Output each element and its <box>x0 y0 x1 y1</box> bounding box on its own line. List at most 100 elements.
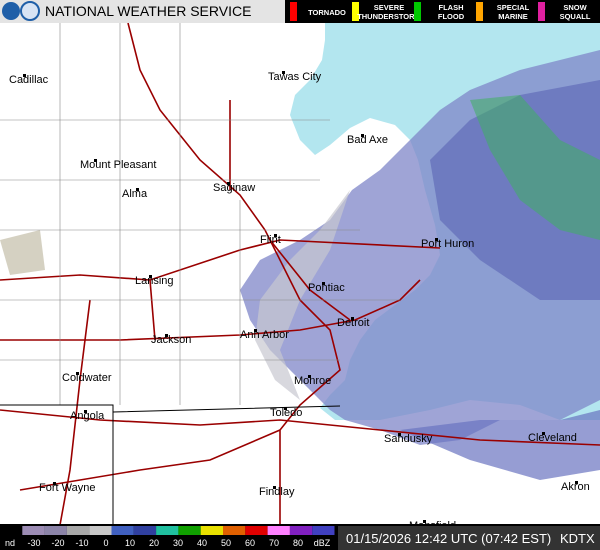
warning-swatch <box>414 2 421 21</box>
warning-swatch <box>476 2 483 21</box>
city-dot <box>542 432 545 435</box>
scale-label: -10 <box>75 538 88 548</box>
city-label: Lansing <box>135 275 174 287</box>
city-dot <box>351 317 354 320</box>
scale-swatch <box>178 526 201 535</box>
city-dot <box>94 159 97 162</box>
city-dot <box>423 520 426 523</box>
scale-label: dBZ <box>314 538 331 548</box>
scale-label: 50 <box>221 538 231 548</box>
city-dot <box>136 188 139 191</box>
city-dot <box>227 182 230 185</box>
city-dot <box>149 275 152 278</box>
city-label: Saginaw <box>213 182 255 194</box>
warning-label: SPECIAL MARINE <box>497 3 530 21</box>
city-dot <box>76 372 79 375</box>
city-dot <box>23 74 26 77</box>
city-label: Findlay <box>259 486 295 498</box>
city-label: Tawas City <box>268 71 322 83</box>
scale-label: 20 <box>149 538 159 548</box>
county-lines <box>0 23 400 525</box>
city-label: Toledo <box>270 407 302 419</box>
scale-label: -30 <box>27 538 40 548</box>
scale-swatch <box>22 526 45 535</box>
city-dot <box>398 433 401 436</box>
city-dot <box>282 71 285 74</box>
scale-swatch <box>267 526 290 535</box>
city-label: Pontiac <box>308 282 345 294</box>
warning-legend <box>285 0 600 23</box>
city-label: Bad Axe <box>347 134 388 146</box>
city-label: Mount Pleasant <box>80 159 156 171</box>
city-dot <box>273 486 276 489</box>
radar-echo <box>470 95 600 240</box>
warning-swatch <box>538 2 545 21</box>
city-label: Ann Arbor <box>240 329 289 341</box>
scale-swatch <box>289 526 313 535</box>
noaa-logo <box>2 2 20 20</box>
city-dot <box>575 481 578 484</box>
scale-swatch <box>245 526 268 535</box>
scale-swatch <box>133 526 157 535</box>
city-dot <box>84 410 87 413</box>
city-label: Akron <box>561 481 590 493</box>
city-dot <box>274 234 277 237</box>
color-scale: nd -30 -20 -10 0 10 20 30 40 50 60 70 80 dBZ <box>0 526 335 548</box>
time-box <box>338 526 600 550</box>
header-title: NATIONAL WEATHER SERVICE <box>45 3 251 19</box>
scale-swatch <box>0 526 23 535</box>
scale-swatch <box>66 526 90 535</box>
scale-label: 10 <box>125 538 135 548</box>
warning-label: SNOW SQUALL <box>560 3 591 21</box>
scale-swatch <box>156 526 179 535</box>
scale-label: -20 <box>51 538 64 548</box>
scale-swatch <box>89 526 112 535</box>
city-dot <box>308 375 311 378</box>
city-label: Sandusky <box>384 433 433 445</box>
scale-label: 60 <box>245 538 255 548</box>
timestamp: 01/15/2026 12:42 UTC (07:42 EST) <box>346 531 551 546</box>
radar-echo <box>400 410 600 480</box>
city-labels: Cadillac Tawas City Bad Axe Mount Pleasant A… <box>9 71 590 532</box>
city-label: Monroe <box>294 375 331 387</box>
city-label: Port Huron <box>421 238 474 250</box>
city-label: Detroit <box>337 317 369 329</box>
scale-swatch <box>111 526 134 535</box>
warning-swatch <box>352 2 359 21</box>
city-dot <box>254 329 257 332</box>
scale-swatch <box>312 526 335 535</box>
scale-label: 30 <box>173 538 183 548</box>
city-dot <box>322 282 325 285</box>
city-dot <box>165 334 168 337</box>
scale-label: nd <box>5 538 15 548</box>
scale-label: 40 <box>197 538 207 548</box>
warning-label: TORNADO <box>308 8 346 17</box>
station: KDTX <box>560 531 595 546</box>
scale-swatch <box>223 526 246 535</box>
scale-swatch <box>44 526 67 535</box>
city-label: Cadillac <box>9 74 49 86</box>
city-dot <box>361 134 364 137</box>
city-label: Jackson <box>151 334 191 346</box>
city-label: Cleveland <box>528 432 577 444</box>
city-label: Alma <box>122 188 148 200</box>
scale-label: 80 <box>293 538 303 548</box>
warning-items: TORNADO SEVERE THUNDERSTORM FLASH FLOOD SPECI… <box>290 2 591 21</box>
scale-label: 0 <box>103 538 108 548</box>
city-dot <box>435 238 438 241</box>
warning-label: SEVERE THUNDERSTORM <box>357 3 421 21</box>
warning-swatch <box>290 2 297 21</box>
radar-echo <box>0 230 45 275</box>
city-label: Flint <box>260 234 281 246</box>
scale-swatch <box>200 526 223 535</box>
city-dot <box>53 482 56 485</box>
nws-logo <box>20 1 40 21</box>
scale-label: 70 <box>269 538 279 548</box>
city-label: Coldwater <box>62 372 112 384</box>
city-dot <box>284 407 287 410</box>
city-label: Angola <box>70 410 105 422</box>
city-label: Fort Wayne <box>39 482 95 494</box>
warning-label: FLASH FLOOD <box>438 3 465 21</box>
